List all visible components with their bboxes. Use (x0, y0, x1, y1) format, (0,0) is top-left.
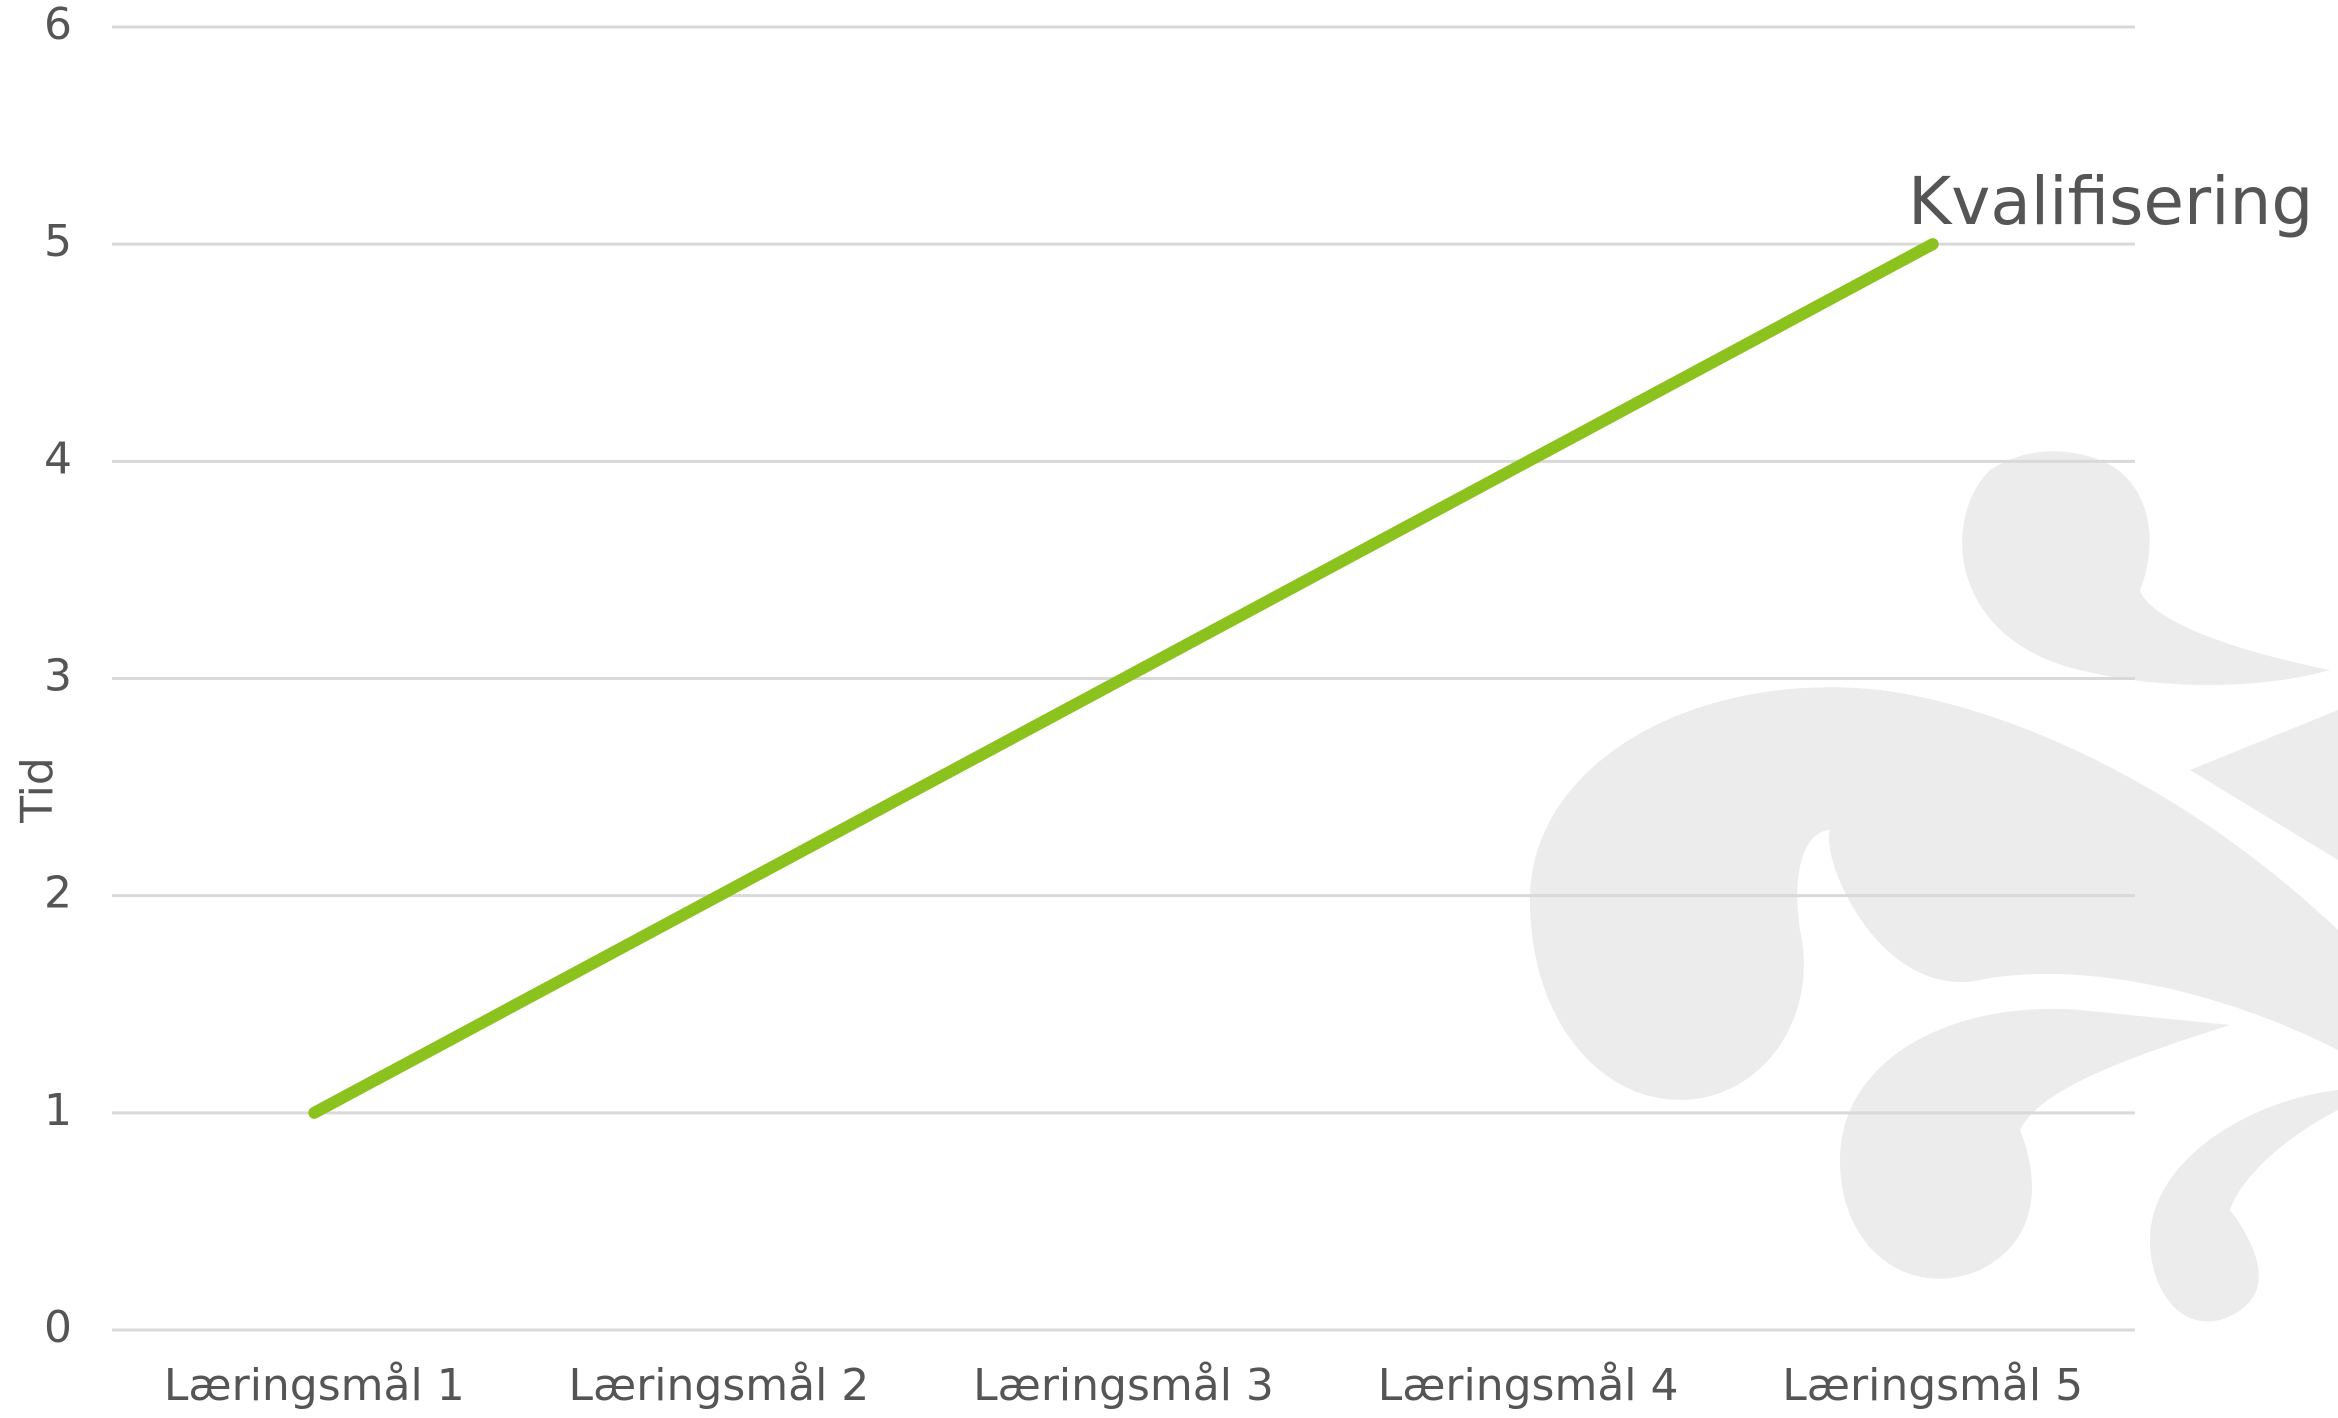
y-tick-label: 2 (44, 868, 72, 919)
chart: Tid Kvalifisering 0 1 2 3 4 5 6 Læringsmål 1 Lær… (0, 0, 2338, 1418)
x-tick-label: Læringsmål 3 (973, 1360, 1274, 1411)
x-tick-label: Læringsmål 5 (1782, 1360, 2083, 1411)
x-tick-label: Læringsmål 4 (1378, 1360, 1679, 1411)
x-tick-label: Læringsmål 2 (568, 1360, 869, 1411)
annotation: Kvalifisering (1908, 163, 2313, 240)
y-tick-label: 4 (44, 433, 72, 484)
y-tick-label: 3 (44, 651, 72, 702)
y-axis-label: Tid (12, 757, 63, 824)
y-tick-label: 6 (44, 0, 72, 50)
y-tick-label: 1 (44, 1085, 72, 1136)
y-tick-label: 0 (44, 1302, 72, 1353)
watermark (1530, 451, 2338, 1321)
x-tick-label: Læringsmål 1 (164, 1360, 465, 1411)
y-tick-label: 5 (44, 216, 72, 267)
